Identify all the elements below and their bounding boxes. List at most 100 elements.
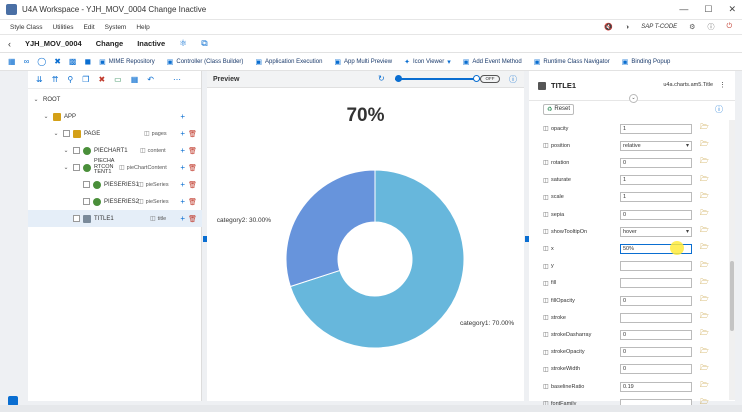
- left-splitter-handle[interactable]: [203, 236, 207, 242]
- binding-folder-icon[interactable]: 🗁: [700, 330, 709, 338]
- help-icon[interactable]: ⓘ: [509, 75, 517, 84]
- trash-icon[interactable]: 🗑: [188, 130, 197, 138]
- menu-utilities[interactable]: Utilities: [52, 23, 74, 31]
- icon-viewer-button[interactable]: ✦ Icon Viewer ▾: [404, 58, 451, 66]
- hierarchy-icon[interactable]: ▩: [68, 57, 77, 66]
- property-value-input[interactable]: 0: [620, 157, 692, 168]
- info-icon[interactable]: ⓘ: [707, 24, 715, 31]
- minimize-button[interactable]: —: [679, 4, 689, 14]
- preview-toggle[interactable]: OFF: [480, 75, 500, 83]
- collapse-all-icon[interactable]: ⇈: [51, 75, 59, 84]
- application-execution-button[interactable]: ▣ Application Execution: [255, 58, 323, 66]
- menu-system[interactable]: System: [104, 23, 127, 31]
- settings-icon[interactable]: ⚙: [689, 24, 696, 31]
- more-icon[interactable]: ⋯: [172, 75, 181, 84]
- zoom-slider-handle[interactable]: [395, 75, 402, 82]
- move-icon[interactable]: ▦: [130, 75, 139, 84]
- add-child-icon[interactable]: +: [180, 129, 185, 138]
- binding-folder-icon[interactable]: 🗁: [700, 210, 709, 217]
- trash-icon[interactable]: 🗑: [188, 164, 197, 172]
- property-value-input[interactable]: 50%: [620, 243, 692, 254]
- properties-scrollbar[interactable]: [729, 120, 735, 400]
- add-child-icon[interactable]: +: [180, 197, 185, 206]
- binding-folder-icon[interactable]: 🗁: [700, 296, 709, 303]
- zoom-slider[interactable]: [395, 78, 480, 80]
- external-link-icon[interactable]: ⧉: [201, 38, 208, 48]
- node-checkbox[interactable]: [73, 215, 80, 222]
- tree-node-page[interactable]: ⌄ PAGE ◫ pages + 🗑: [53, 129, 197, 138]
- tree-node-piechartcontent1[interactable]: ⌄ PIECHA RTCON TENT1 ◫ pieChartContent + …: [63, 158, 197, 176]
- right-splitter-handle[interactable]: [525, 236, 529, 242]
- refresh-icon[interactable]: ↻: [378, 74, 385, 83]
- copy-icon[interactable]: ❐: [82, 75, 90, 84]
- chevron-down-icon[interactable]: ⌄: [63, 148, 69, 154]
- search-icon[interactable]: ⚲: [67, 75, 74, 84]
- link-icon[interactable]: ∞: [23, 57, 30, 66]
- property-value-input[interactable]: 0: [620, 364, 692, 375]
- binding-folder-icon[interactable]: 🗁: [700, 347, 709, 355]
- binding-popup-button[interactable]: ▣ Binding Popup: [621, 58, 671, 66]
- tree-node-root[interactable]: ⌄ ROOT: [33, 96, 61, 104]
- reset-button[interactable]: ♻ Reset: [543, 103, 575, 115]
- property-value-select[interactable]: relative: [620, 140, 692, 151]
- add-child-icon[interactable]: +: [180, 112, 185, 121]
- expand-all-icon[interactable]: ⇊: [36, 75, 43, 84]
- tree-node-pieseries2[interactable]: PIESERIES2 ◫ pieSeries + 🗑: [28, 193, 202, 210]
- node-checkbox[interactable]: [83, 198, 90, 205]
- sap-tcode-field[interactable]: SAP T-CODE: [641, 24, 678, 30]
- node-checkbox[interactable]: [83, 181, 90, 188]
- trash-icon[interactable]: 🗑: [188, 198, 197, 206]
- add-child-icon[interactable]: +: [180, 214, 185, 223]
- tree-node-piechart1[interactable]: ⌄ PIECHART1 ◫ content + 🗑: [63, 146, 197, 155]
- chevron-down-icon[interactable]: ⌄: [43, 114, 49, 120]
- trash-icon[interactable]: 🗑: [188, 181, 197, 189]
- binding-folder-icon[interactable]: 🗁: [700, 278, 709, 286]
- binding-folder-icon[interactable]: 🗁: [700, 244, 709, 252]
- logoff-icon[interactable]: ⏻: [726, 23, 732, 30]
- save-icon[interactable]: ◼: [84, 57, 92, 66]
- add-event-method-button[interactable]: ▣ Add Event Method: [462, 58, 522, 66]
- chevron-down-icon[interactable]: ⌄: [53, 131, 59, 137]
- binding-folder-icon[interactable]: 🗁: [700, 313, 709, 321]
- property-value-input[interactable]: 1: [620, 123, 692, 134]
- zoom-slider-handle-end[interactable]: [473, 75, 480, 82]
- node-checkbox[interactable]: [73, 164, 80, 171]
- tree-node-title1[interactable]: TITLE1 ◫ title + 🗑: [28, 210, 202, 227]
- runtime-class-navigator-button[interactable]: ▣ Runtime Class Navigator: [533, 58, 610, 66]
- app-multi-preview-button[interactable]: ▣ App Multi Preview: [334, 58, 393, 66]
- controller-button[interactable]: ▣ Controller (Class Builder): [166, 58, 244, 66]
- property-value-input[interactable]: 0: [620, 329, 692, 340]
- chevron-down-icon[interactable]: ⌄: [33, 97, 39, 103]
- binding-folder-icon[interactable]: 🗁: [700, 124, 709, 131]
- properties-scroll-thumb[interactable]: [730, 261, 734, 331]
- undo-icon[interactable]: ↶: [147, 75, 154, 84]
- add-child-icon[interactable]: +: [180, 180, 185, 189]
- binding-folder-icon[interactable]: 🗁: [700, 399, 709, 407]
- binding-folder-icon[interactable]: 🗁: [700, 382, 709, 389]
- property-value-input[interactable]: [620, 312, 692, 323]
- binding-folder-icon[interactable]: 🗁: [700, 364, 709, 372]
- trash-icon[interactable]: 🗑: [188, 215, 197, 223]
- close-window-button[interactable]: ✕: [728, 4, 736, 14]
- more-icon[interactable]: ⋮: [719, 82, 726, 89]
- pie-slice-category2[interactable]: [285, 169, 376, 288]
- menu-style-class[interactable]: Style Class: [10, 23, 43, 31]
- binding-folder-icon[interactable]: 🗁: [700, 192, 709, 200]
- delete-icon[interactable]: ✖: [98, 75, 106, 84]
- node-checkbox[interactable]: [73, 147, 80, 154]
- property-value-input[interactable]: 0: [620, 295, 692, 306]
- tree-node-pieseries1[interactable]: PIESERIES1 ◫ pieSeries + 🗑: [28, 176, 202, 193]
- maximize-button[interactable]: ☐: [704, 4, 713, 14]
- shield-icon[interactable]: ◯: [37, 57, 47, 66]
- property-value-input[interactable]: [620, 261, 692, 272]
- menu-help[interactable]: Help: [136, 23, 150, 31]
- property-value-input[interactable]: 1: [620, 175, 692, 186]
- chevron-down-icon[interactable]: ⌄: [63, 165, 69, 171]
- property-value-select[interactable]: hover: [620, 226, 692, 237]
- workspace-icon[interactable]: [8, 396, 18, 406]
- binding-folder-icon[interactable]: 🗁: [700, 158, 709, 166]
- node-checkbox[interactable]: [63, 130, 70, 137]
- paste-icon[interactable]: ▭: [114, 75, 122, 84]
- pie-slice-category1[interactable]: [289, 169, 465, 349]
- back-icon[interactable]: ‹: [8, 38, 11, 49]
